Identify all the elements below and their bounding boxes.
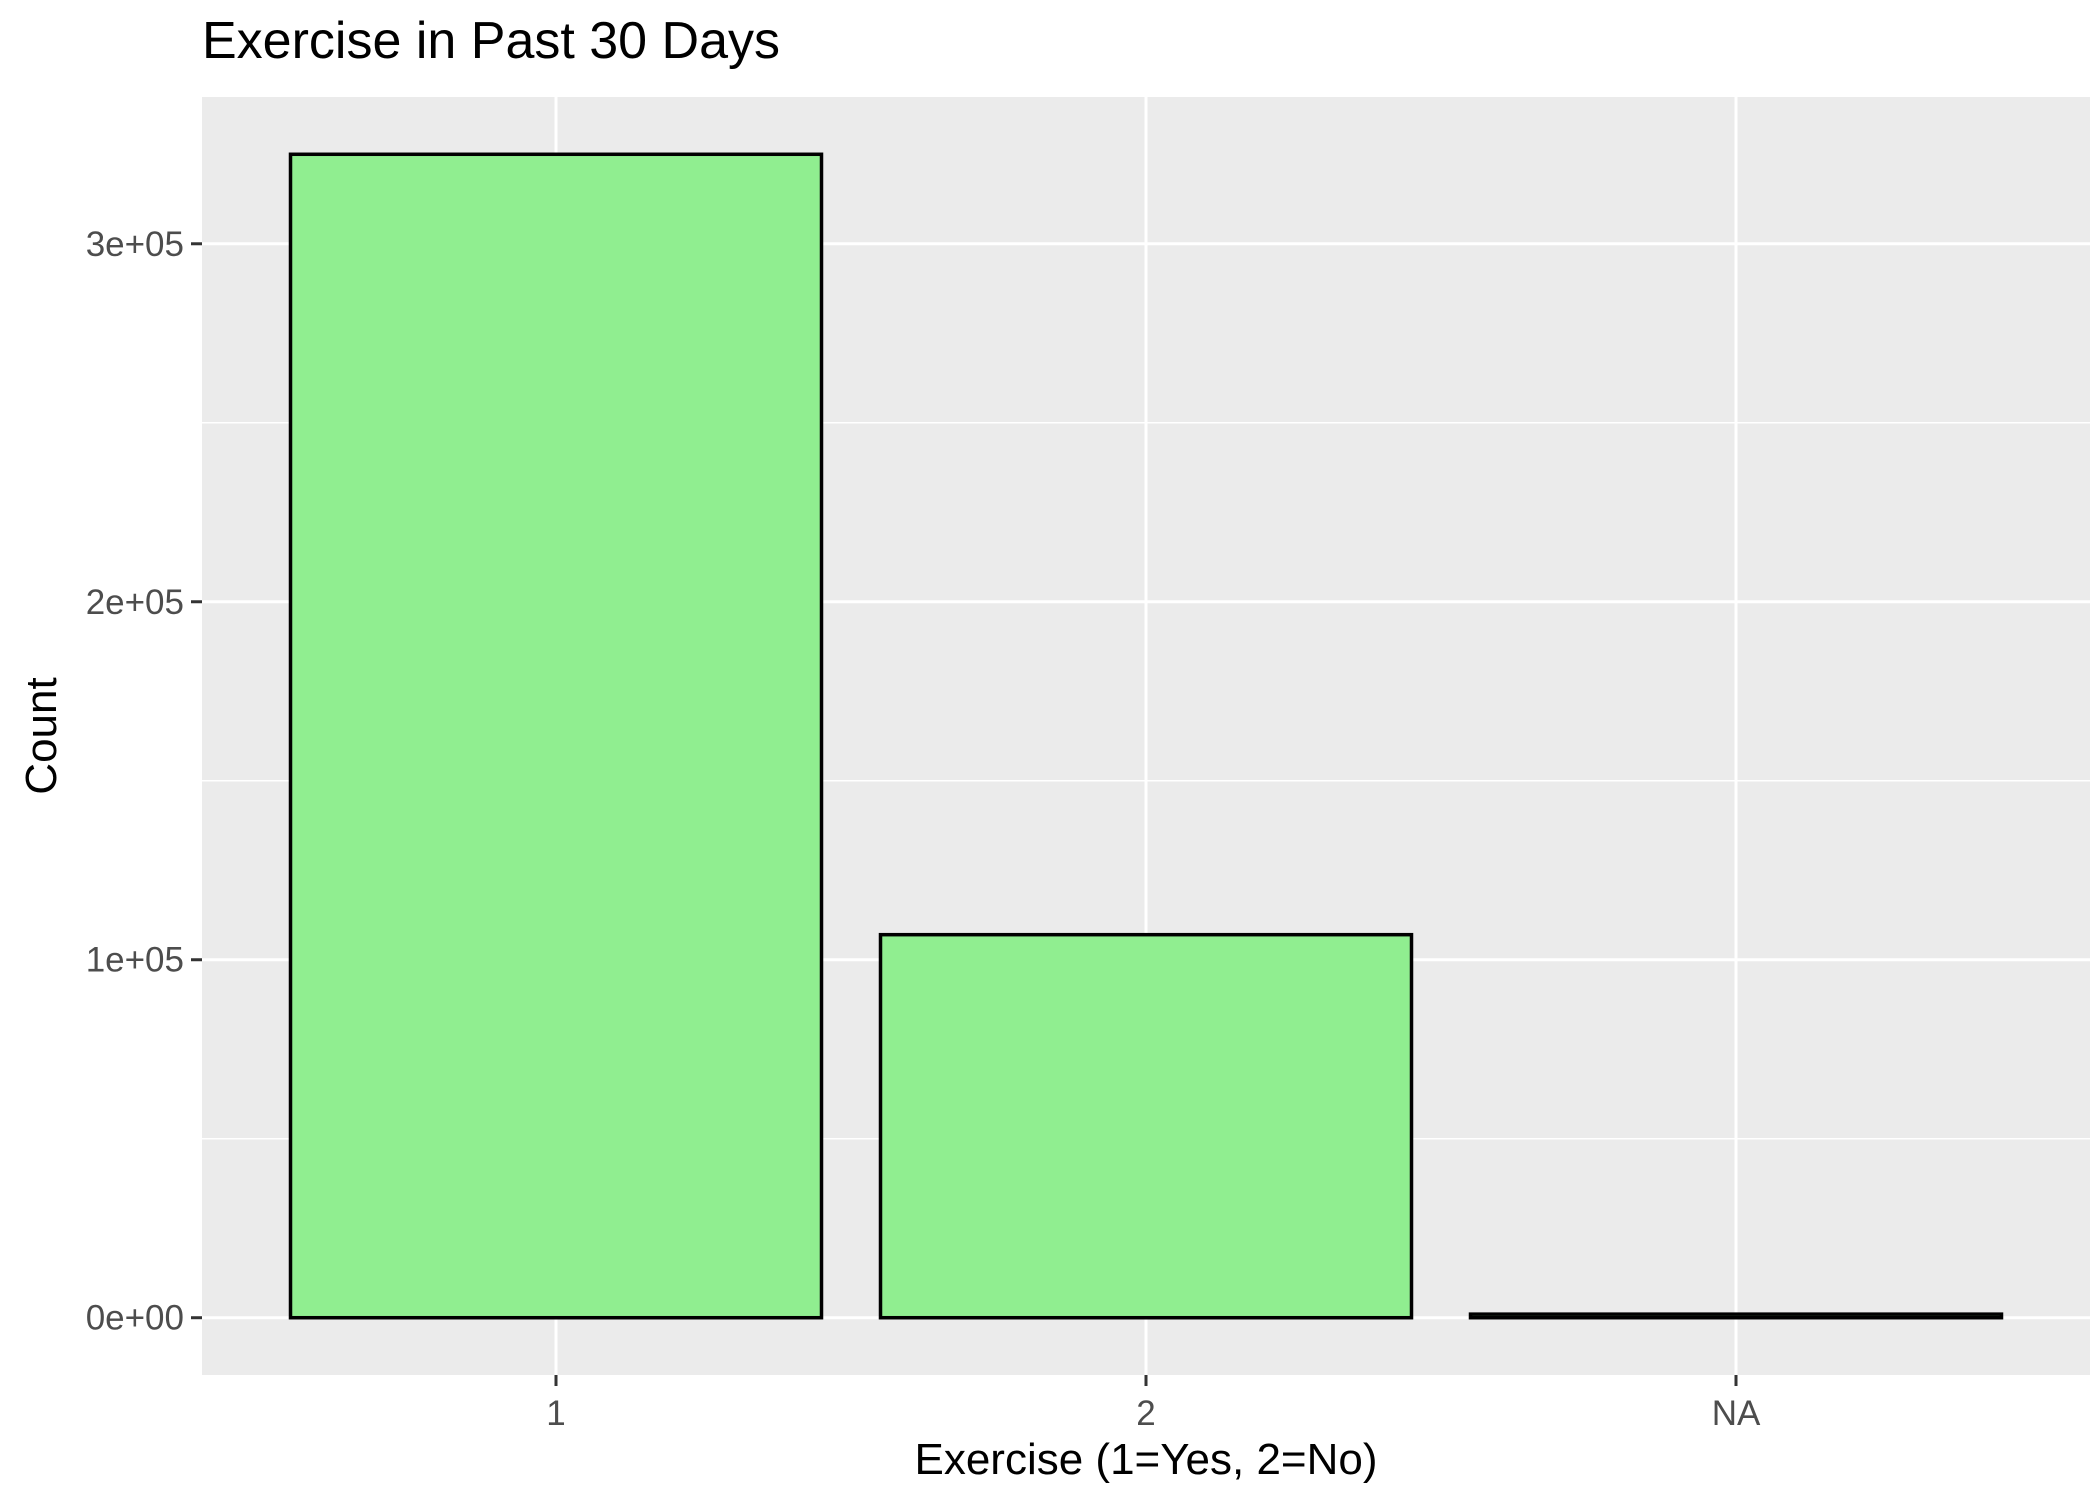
y-axis: 0e+00 1e+05 2e+05 3e+05 <box>86 225 202 1338</box>
bar-na <box>1468 1312 2004 1320</box>
bars-group <box>288 152 2004 1320</box>
y-tick-label: 3e+05 <box>86 225 184 264</box>
x-tick-label: 1 <box>546 1394 565 1433</box>
bar-2 <box>878 932 1414 1320</box>
x-axis-title: Exercise (1=Yes, 2=No) <box>914 1435 1377 1484</box>
x-tick-label: NA <box>1712 1394 1761 1433</box>
y-tick-label: 0e+00 <box>86 1299 184 1338</box>
y-tick-label: 2e+05 <box>86 583 184 622</box>
y-axis-title: Count <box>17 677 66 794</box>
x-axis: 1 2 NA <box>546 1375 1761 1433</box>
y-tick-label: 1e+05 <box>86 941 184 980</box>
chart-title: Exercise in Past 30 Days <box>202 12 780 70</box>
x-tick-label: 2 <box>1136 1394 1155 1433</box>
bar-1 <box>288 152 824 1320</box>
